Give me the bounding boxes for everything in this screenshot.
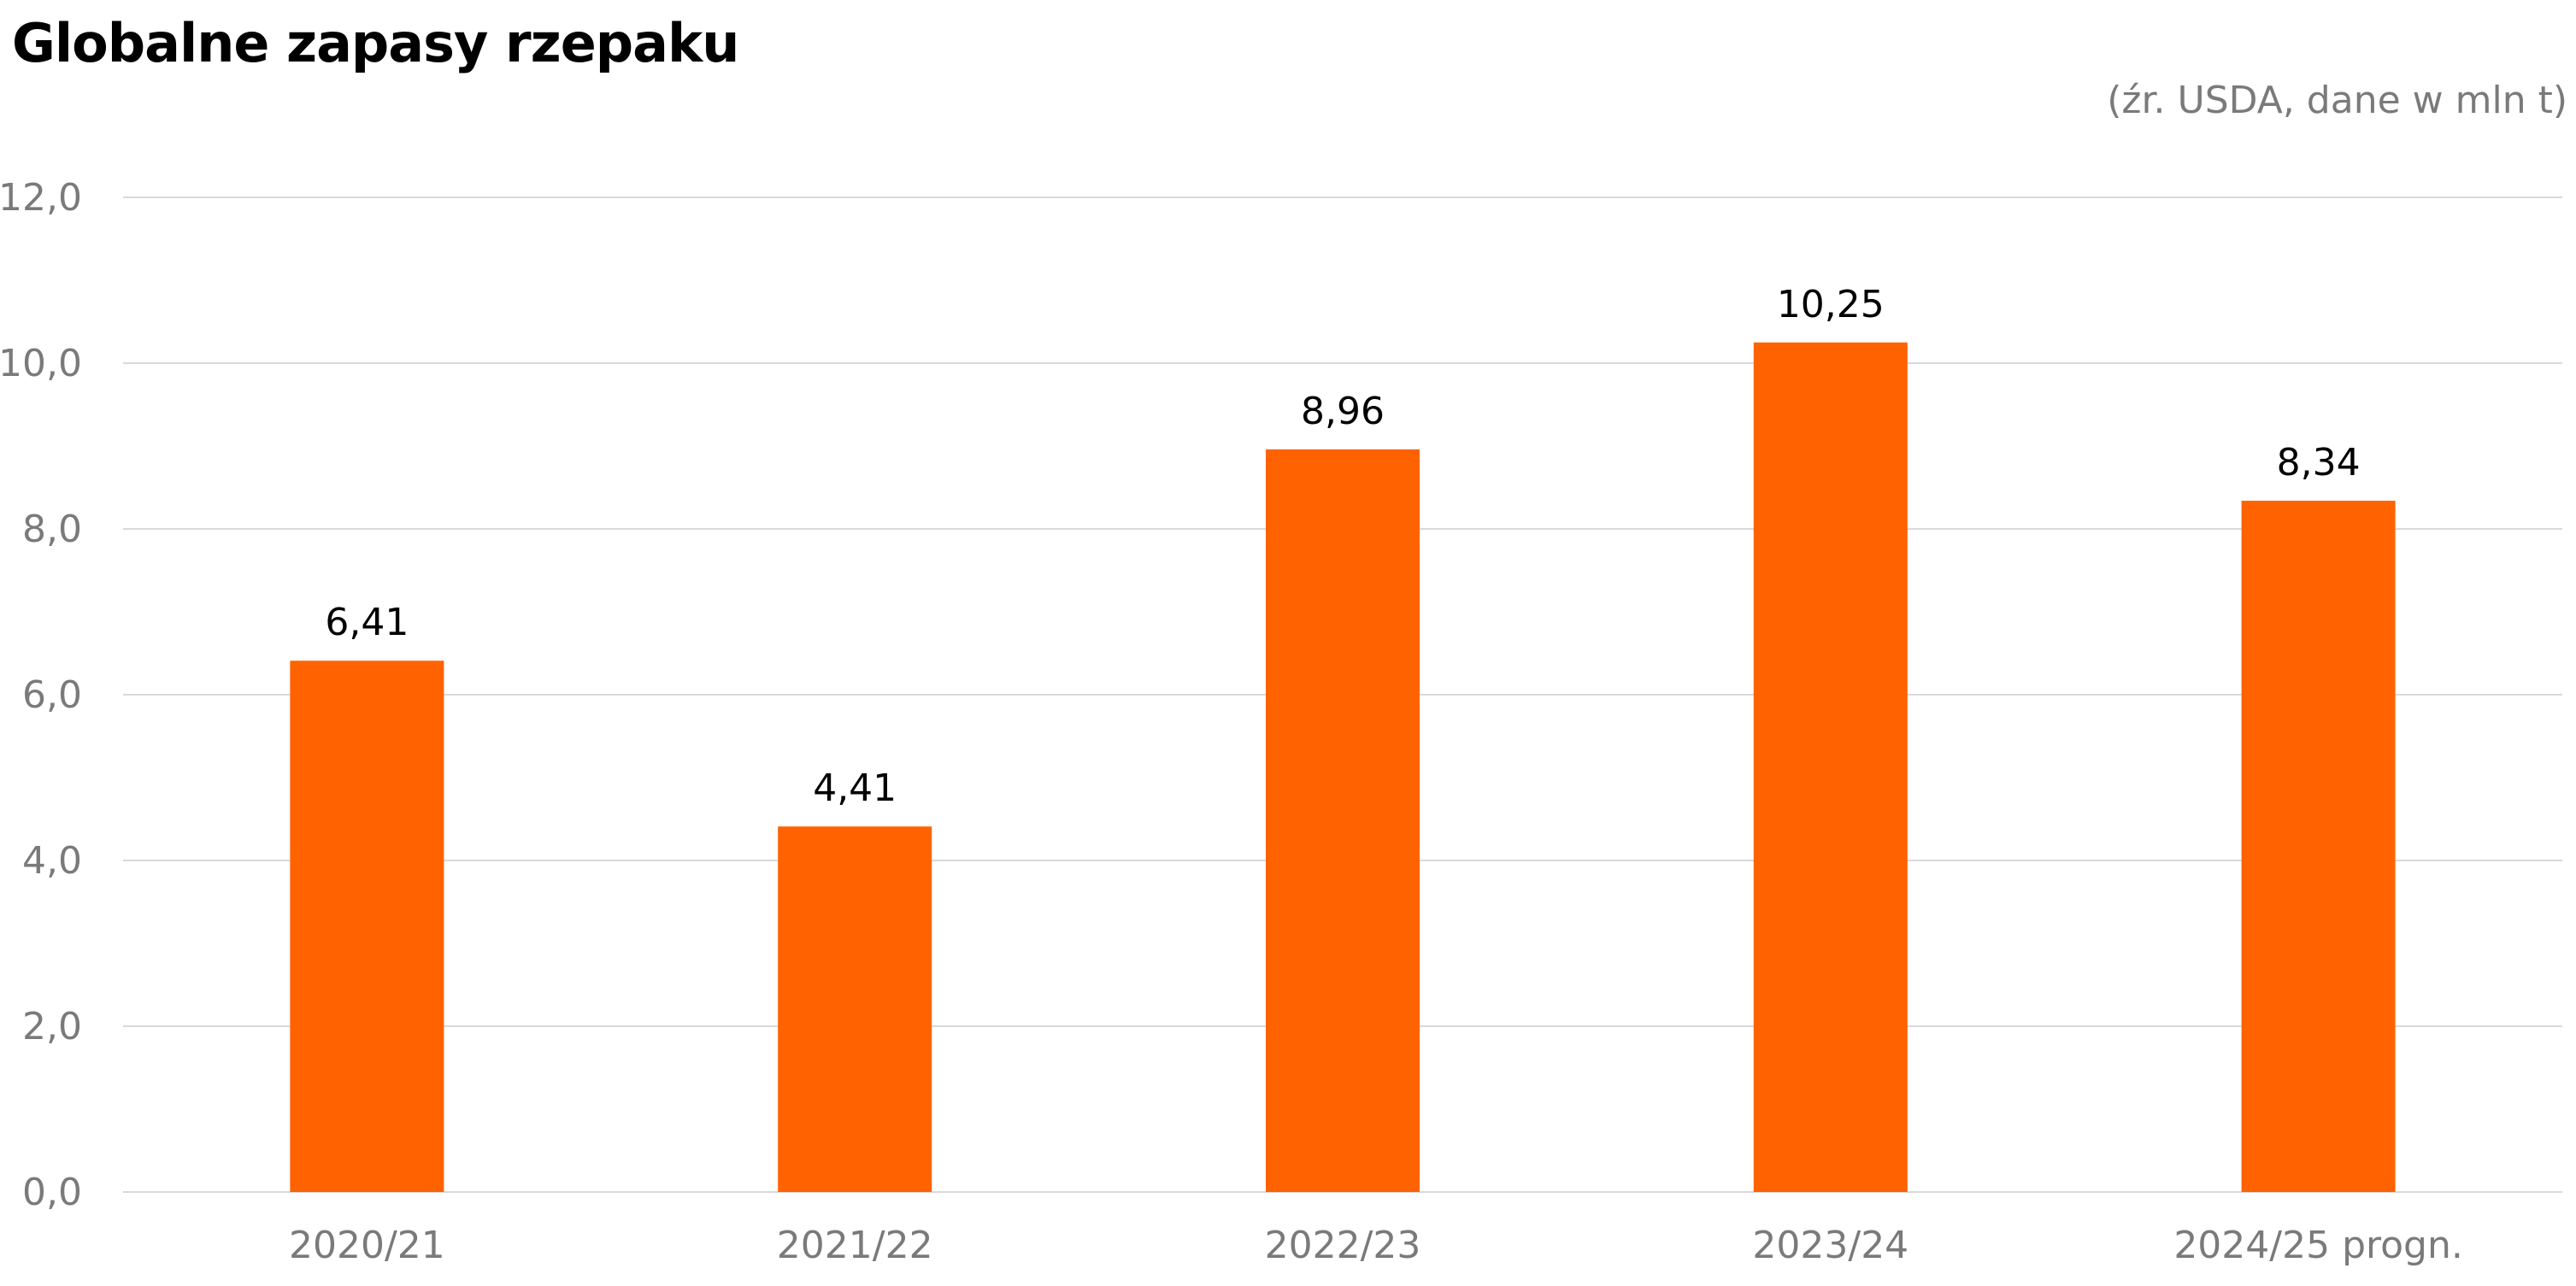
data-label: 8,34 — [2277, 441, 2361, 484]
chart-title: Globalne zapasy rzepaku — [12, 12, 739, 74]
chart-source-note: (źr. USDA, dane w mln t) — [2107, 79, 2567, 122]
x-tick-label: 2023/24 — [1752, 1224, 1908, 1267]
bar — [1753, 342, 1908, 1192]
y-tick-label: 12,0 — [0, 176, 82, 220]
y-tick-label: 8,0 — [22, 508, 82, 551]
y-tick-label: 2,0 — [22, 1005, 82, 1048]
bar — [290, 661, 444, 1192]
data-labels: 6,41 4,41 8,96 10,25 8,34 — [325, 283, 2360, 810]
x-axis-tick-labels: 2020/21 2021/22 2022/23 2023/24 2024/25 prog… — [289, 1224, 2463, 1267]
x-tick-label: 2022/23 — [1265, 1224, 1421, 1267]
data-label: 8,96 — [1301, 390, 1385, 433]
bar — [1266, 449, 1420, 1192]
x-tick-label: 2021/22 — [777, 1224, 933, 1267]
bars — [290, 342, 2396, 1192]
bar — [778, 826, 932, 1192]
y-tick-label: 10,0 — [0, 342, 82, 385]
data-label: 10,25 — [1777, 283, 1885, 326]
bar — [2241, 501, 2396, 1192]
x-tick-label: 2024/25 progn. — [2173, 1224, 2463, 1267]
y-tick-label: 6,0 — [22, 673, 82, 717]
y-tick-label: 0,0 — [22, 1171, 82, 1214]
data-label: 6,41 — [325, 601, 409, 644]
y-axis-tick-labels: 0,0 2,0 4,0 6,0 8,0 10,0 12,0 — [0, 176, 82, 1214]
x-tick-label: 2020/21 — [289, 1224, 445, 1267]
y-tick-label: 4,0 — [22, 839, 82, 883]
data-label: 4,41 — [813, 766, 897, 810]
